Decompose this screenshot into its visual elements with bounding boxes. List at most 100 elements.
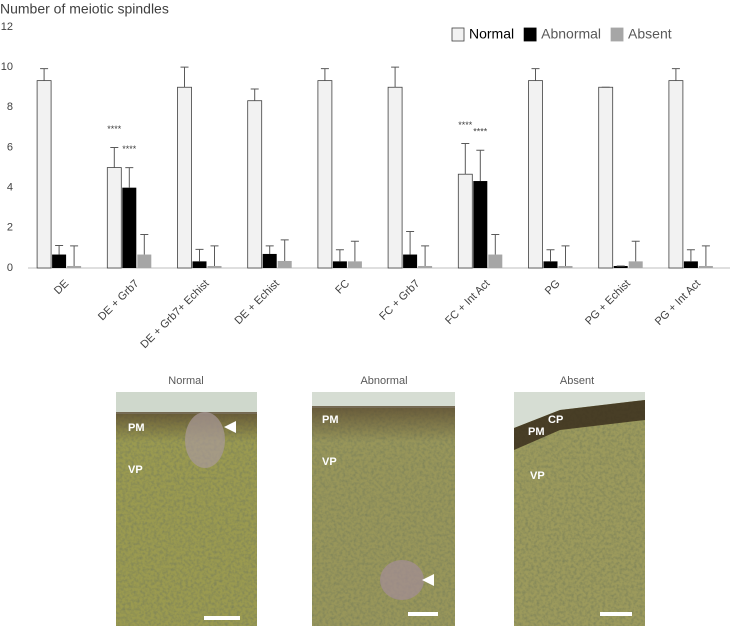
micrograph-panel: Normal PM VP — [116, 375, 257, 626]
panel-label: VP — [530, 470, 545, 482]
bar — [473, 181, 488, 268]
micrograph-panel: Abnormal PM VP — [312, 375, 455, 626]
bar — [262, 253, 277, 268]
bar — [628, 261, 643, 268]
bar — [122, 187, 137, 268]
edge — [312, 392, 455, 408]
error-bar — [701, 245, 710, 266]
x-tick-label: DE + Echist — [233, 278, 282, 327]
bar — [698, 265, 713, 268]
bar — [277, 260, 292, 268]
bar — [317, 80, 333, 269]
error-bar — [40, 68, 49, 81]
scale-bar — [408, 612, 438, 616]
x-tick-label: PG — [543, 278, 563, 298]
bar — [613, 265, 628, 268]
y-tick-label: 6 — [7, 141, 13, 153]
bar — [683, 261, 698, 268]
bar — [137, 254, 152, 268]
y-tick-label: 0 — [7, 262, 13, 274]
bar — [543, 261, 558, 268]
error-bar — [110, 147, 119, 168]
legend-label: Normal — [469, 26, 514, 42]
panel-label: VP — [128, 464, 143, 476]
panel-label: PM — [128, 422, 145, 434]
error-bar — [671, 68, 680, 81]
bar — [668, 80, 684, 269]
error-bar — [70, 245, 79, 266]
edge-shade — [514, 400, 645, 450]
bar — [403, 254, 418, 268]
significance-label: **** — [473, 127, 488, 137]
error-bar — [491, 233, 500, 255]
error-bar — [280, 239, 289, 261]
error-bar — [391, 66, 400, 88]
x-tick-label: FC — [333, 278, 352, 297]
bar — [457, 173, 473, 269]
error-bar — [350, 240, 359, 262]
x-tick-label: PG + Echist — [583, 278, 633, 328]
scale-bar — [600, 612, 632, 616]
error-bar — [335, 249, 344, 262]
y-tick-label: 8 — [7, 101, 13, 113]
significance-label: **** — [122, 144, 137, 154]
bar — [488, 254, 503, 268]
bar — [332, 261, 347, 268]
error-bar — [320, 68, 329, 81]
legend-swatch — [451, 27, 465, 42]
arrowhead — [422, 574, 434, 586]
y-tick-label: 10 — [1, 61, 13, 73]
spindle — [185, 412, 225, 468]
bar — [247, 100, 263, 269]
legend-swatch — [523, 27, 537, 42]
error-bar — [265, 245, 274, 254]
scale-bar — [204, 616, 240, 620]
x-tick-label: DE + Grb7 — [96, 278, 141, 323]
bar — [528, 80, 543, 269]
error-bar — [476, 149, 485, 182]
error-bar — [686, 249, 695, 262]
bar — [106, 167, 122, 269]
bar — [558, 265, 573, 268]
panel-label: VP — [322, 456, 337, 468]
bar — [207, 265, 222, 268]
error-bar — [531, 68, 540, 81]
bar — [52, 254, 67, 268]
error-bar — [125, 167, 134, 188]
y-tick-label: 4 — [7, 182, 13, 194]
significance-label: **** — [107, 124, 122, 134]
y-axis-title: Number of meiotic spindles — [0, 1, 169, 17]
error-bar — [461, 142, 470, 175]
panel-title: Abnormal — [360, 375, 407, 387]
bar — [36, 80, 52, 269]
panel-label: PM — [528, 426, 545, 438]
bar — [177, 86, 192, 269]
error-bar — [546, 249, 555, 262]
y-tick-label: 2 — [7, 222, 13, 234]
panel-label: PM — [322, 414, 339, 426]
bar — [418, 265, 433, 268]
x-tick-label: PG + Int Act — [653, 278, 703, 328]
error-bar — [210, 245, 219, 266]
panel-title: Normal — [168, 375, 203, 387]
edge-shade — [312, 406, 455, 442]
arrowhead — [224, 421, 236, 433]
x-tick-label: FC + Grb7 — [377, 278, 422, 323]
bar — [192, 261, 207, 268]
error-bar — [195, 248, 204, 262]
x-tick-label: DE — [52, 278, 71, 297]
error-bar — [406, 230, 415, 255]
significance-label: **** — [458, 120, 473, 130]
x-tick-label: DE + Grb7+ Echist — [138, 278, 211, 351]
edge — [116, 392, 257, 414]
legend-label: Abnormal — [541, 26, 601, 42]
error-bar — [140, 233, 149, 255]
micrograph-panel: Absent PM CP VP — [514, 375, 645, 626]
error-bar — [421, 245, 430, 266]
panel-title: Absent — [560, 375, 594, 387]
error-bar — [631, 240, 640, 262]
error-bar — [561, 245, 570, 266]
error-bar — [180, 66, 189, 88]
y-tick-label: 12 — [1, 21, 13, 33]
